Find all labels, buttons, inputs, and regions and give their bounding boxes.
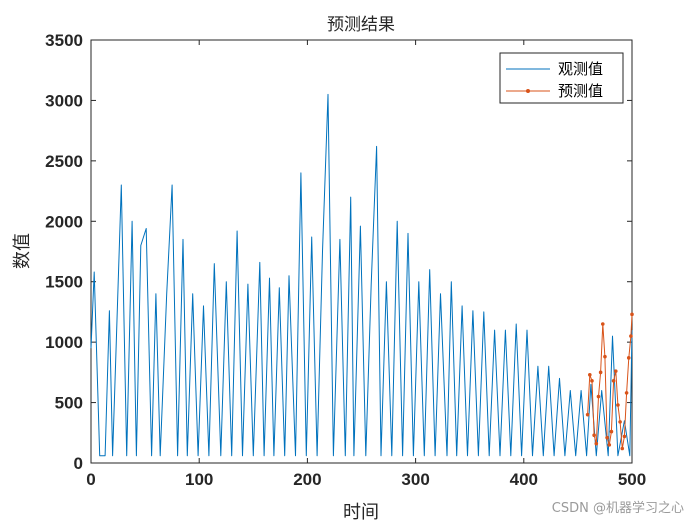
series-predicted-point [585, 412, 590, 417]
y-axis-label: 数值 [12, 233, 33, 269]
x-axis: 0 100 200 300 400 500 [86, 40, 646, 489]
y-tick-label: 500 [55, 394, 83, 413]
series-predicted-point [594, 441, 599, 446]
series-predicted-point [596, 394, 601, 399]
series-predicted-point [626, 356, 631, 360]
series-predicted-point [630, 312, 634, 317]
x-tick-label: 100 [185, 470, 213, 489]
series-predicted-point [611, 379, 616, 383]
series-observed-line [90, 93, 633, 457]
series-predicted-line [587, 314, 633, 449]
series-predicted-point [609, 429, 614, 434]
chart-title: 预测结果 [327, 15, 395, 35]
x-tick-label: 400 [510, 470, 538, 489]
y-tick-label: 2500 [45, 152, 83, 171]
legend: 观测值 预测值 [499, 52, 624, 104]
series-predicted-point [592, 433, 596, 438]
series-predicted-point [600, 322, 605, 326]
series-predicted-point [590, 379, 594, 383]
series-predicted-point [624, 391, 629, 395]
series-predicted-point [598, 370, 603, 375]
legend-label-observed: 观测值 [558, 60, 603, 78]
legend-label-predicted: 预测值 [558, 82, 603, 100]
series-predicted-point [622, 434, 627, 439]
y-tick-label: 1500 [45, 273, 83, 292]
legend-marker-predicted [526, 89, 530, 93]
y-tick-label: 1000 [45, 333, 83, 352]
x-tick-label: 0 [86, 470, 95, 489]
x-tick-label: 500 [618, 470, 646, 489]
series-predicted-point [620, 446, 625, 451]
x-tick-label: 200 [293, 470, 321, 489]
x-axis-label: 时间 [343, 502, 379, 523]
y-axis: 0 500 1000 1500 2000 2500 3000 3500 [45, 31, 632, 473]
y-tick-label: 0 [74, 454, 83, 473]
x-tick-label: 300 [401, 470, 429, 489]
series-predicted-point [588, 372, 592, 377]
y-tick-label: 2000 [45, 212, 83, 231]
y-tick-label: 3500 [45, 31, 83, 50]
watermark: CSDN @机器学习之心 [552, 500, 684, 516]
series-predicted-point [616, 403, 620, 407]
series-layer [90, 93, 634, 457]
series-predicted-point [603, 354, 607, 359]
plot-area [90, 39, 633, 464]
series-predicted-point [605, 435, 609, 440]
y-tick-label: 3000 [45, 91, 83, 110]
series-predicted-point [618, 420, 622, 424]
series-predicted-point [629, 334, 633, 338]
series-predicted-point [607, 443, 612, 447]
series-predicted-point [613, 369, 618, 373]
legend-box [499, 52, 624, 104]
